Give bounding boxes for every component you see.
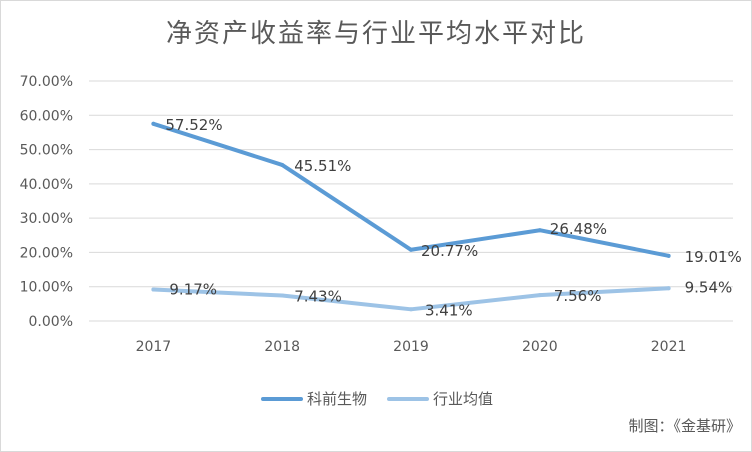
data-label: 9.54%: [685, 278, 733, 296]
data-point: [409, 307, 413, 312]
data-label: 3.41%: [425, 301, 473, 319]
data-point: [537, 228, 542, 233]
x-tick-label: 2021: [651, 339, 687, 355]
legend-label: 行业均值: [433, 390, 493, 408]
data-point: [151, 287, 156, 292]
data-label: 45.51%: [294, 157, 351, 175]
y-tick-label: 30.00%: [20, 211, 73, 227]
data-label: 20.77%: [421, 242, 478, 260]
legend-label: 科前生物: [307, 390, 367, 408]
data-point: [666, 286, 671, 291]
data-point: [280, 162, 285, 167]
y-tick-label: 20.00%: [20, 245, 73, 261]
data-point: [666, 253, 671, 258]
data-point: [151, 121, 156, 126]
data-point: [537, 293, 542, 298]
data-label: 7.43%: [294, 288, 342, 306]
data-point: [280, 293, 285, 298]
y-tick-label: 60.00%: [20, 108, 73, 124]
data-label: 26.48%: [550, 220, 607, 238]
source-note: 制图：《金基研》: [628, 417, 741, 435]
x-tick-label: 2019: [393, 339, 429, 355]
y-tick-label: 0.00%: [29, 314, 73, 330]
data-label: 57.52%: [165, 116, 222, 134]
y-tick-label: 10.00%: [20, 280, 73, 296]
x-tick-label: 2020: [522, 339, 558, 355]
y-tick-label: 70.00%: [20, 74, 73, 90]
y-tick-label: 50.00%: [20, 143, 73, 159]
data-point: [409, 247, 413, 252]
x-tick-label: 2018: [264, 339, 300, 355]
data-label: 7.56%: [554, 287, 602, 305]
data-label: 19.01%: [685, 248, 742, 266]
y-tick-label: 40.00%: [20, 177, 73, 193]
x-tick-label: 2017: [136, 339, 172, 355]
data-label: 9.17%: [169, 281, 217, 299]
chart-title: 净资产收益率与行业平均水平对比: [165, 19, 586, 49]
